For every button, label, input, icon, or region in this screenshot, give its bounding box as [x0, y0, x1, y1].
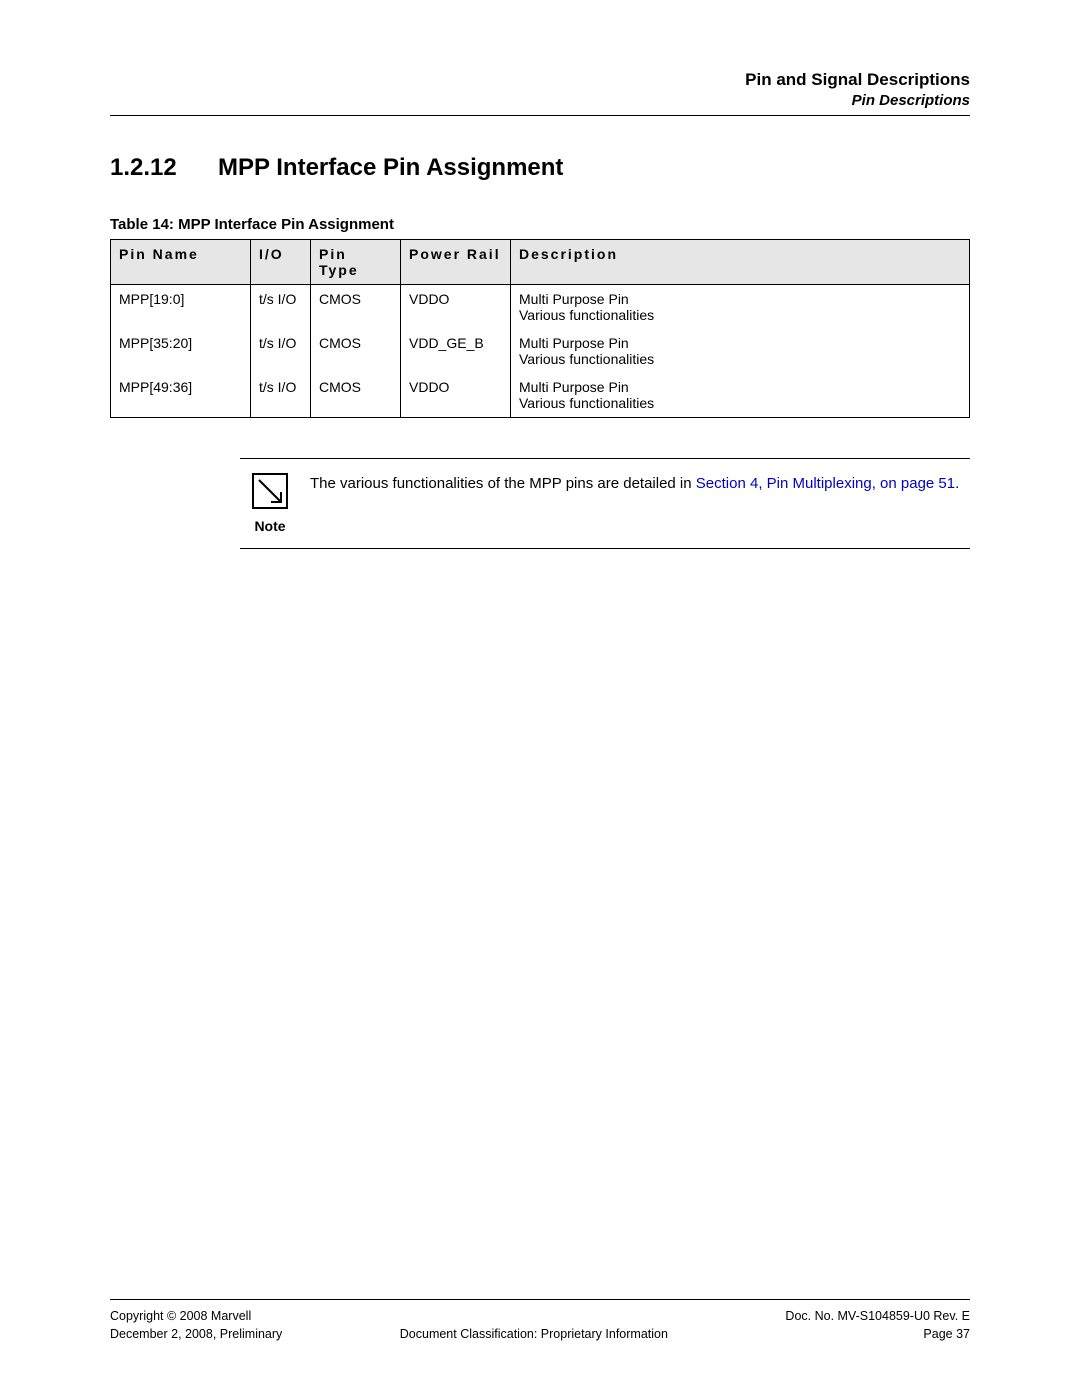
col-header-io: I/O: [251, 240, 311, 285]
cell-power-rail: VDDO: [401, 285, 511, 330]
footer-left: Copyright © 2008 Marvell December 2, 200…: [110, 1308, 282, 1343]
note-rule-top: [240, 458, 970, 459]
cell-power-rail: VDDO: [401, 373, 511, 418]
footer-center: Document Classification: Proprietary Inf…: [282, 1308, 785, 1343]
cell-pin-name: MPP[35:20]: [111, 329, 251, 373]
cell-io: t/s I/O: [251, 373, 311, 418]
pin-assignment-table: Pin Name I/O Pin Type Power Rail Descrip…: [110, 239, 970, 418]
table-row: MPP[19:0] t/s I/O CMOS VDDO Multi Purpos…: [111, 285, 970, 330]
cell-description: Multi Purpose Pin Various functionalitie…: [511, 285, 970, 330]
desc-line2: Various functionalities: [519, 307, 654, 323]
header-rule: [110, 115, 970, 116]
cell-power-rail: VDD_GE_B: [401, 329, 511, 373]
footer-right: Doc. No. MV-S104859-U0 Rev. E Page 37: [785, 1308, 970, 1343]
cell-pin-type: CMOS: [311, 329, 401, 373]
footer-date: December 2, 2008, Preliminary: [110, 1326, 282, 1344]
note-text-after: .: [955, 475, 959, 492]
col-header-pin-name: Pin Name: [111, 240, 251, 285]
table-row: MPP[49:36] t/s I/O CMOS VDDO Multi Purpo…: [111, 373, 970, 418]
desc-line2: Various functionalities: [519, 351, 654, 367]
cell-io: t/s I/O: [251, 285, 311, 330]
cell-description: Multi Purpose Pin Various functionalitie…: [511, 329, 970, 373]
footer-copyright: Copyright © 2008 Marvell: [110, 1308, 282, 1326]
note-block: Note The various functionalities of the …: [110, 458, 970, 549]
footer-rule: [110, 1299, 970, 1300]
desc-line1: Multi Purpose Pin: [519, 291, 629, 307]
cell-pin-type: CMOS: [311, 285, 401, 330]
page-header: Pin and Signal Descriptions Pin Descript…: [110, 70, 970, 109]
page-footer: Copyright © 2008 Marvell December 2, 200…: [110, 1299, 970, 1343]
col-header-pin-type: Pin Type: [311, 240, 401, 285]
table-caption: Table 14: MPP Interface Pin Assignment: [110, 216, 970, 233]
col-header-description: Description: [511, 240, 970, 285]
note-icon: [252, 473, 288, 509]
cell-description: Multi Purpose Pin Various functionalitie…: [511, 373, 970, 418]
cell-io: t/s I/O: [251, 329, 311, 373]
footer-classification: Document Classification: Proprietary Inf…: [282, 1326, 785, 1344]
note-label: Note: [240, 518, 300, 534]
cell-pin-name: MPP[19:0]: [111, 285, 251, 330]
table-header-row: Pin Name I/O Pin Type Power Rail Descrip…: [111, 240, 970, 285]
note-text: The various functionalities of the MPP p…: [300, 473, 970, 495]
header-subtitle: Pin Descriptions: [110, 92, 970, 109]
note-icon-column: Note: [240, 473, 300, 534]
note-rule-bottom: [240, 548, 970, 549]
section-number: 1.2.12: [110, 154, 218, 182]
cell-pin-name: MPP[49:36]: [111, 373, 251, 418]
note-link[interactable]: Section 4, Pin Multiplexing, on page 51: [696, 475, 955, 492]
footer-docno: Doc. No. MV-S104859-U0 Rev. E: [785, 1308, 970, 1326]
section-heading: 1.2.12 MPP Interface Pin Assignment: [110, 154, 970, 182]
header-title: Pin and Signal Descriptions: [110, 70, 970, 90]
col-header-power-rail: Power Rail: [401, 240, 511, 285]
desc-line1: Multi Purpose Pin: [519, 335, 629, 351]
desc-line2: Various functionalities: [519, 395, 654, 411]
cell-pin-type: CMOS: [311, 373, 401, 418]
desc-line1: Multi Purpose Pin: [519, 379, 629, 395]
table-row: MPP[35:20] t/s I/O CMOS VDD_GE_B Multi P…: [111, 329, 970, 373]
note-text-before: The various functionalities of the MPP p…: [310, 475, 696, 492]
section-title: MPP Interface Pin Assignment: [218, 154, 563, 182]
page: Pin and Signal Descriptions Pin Descript…: [0, 0, 1080, 1397]
footer-page: Page 37: [785, 1326, 970, 1344]
